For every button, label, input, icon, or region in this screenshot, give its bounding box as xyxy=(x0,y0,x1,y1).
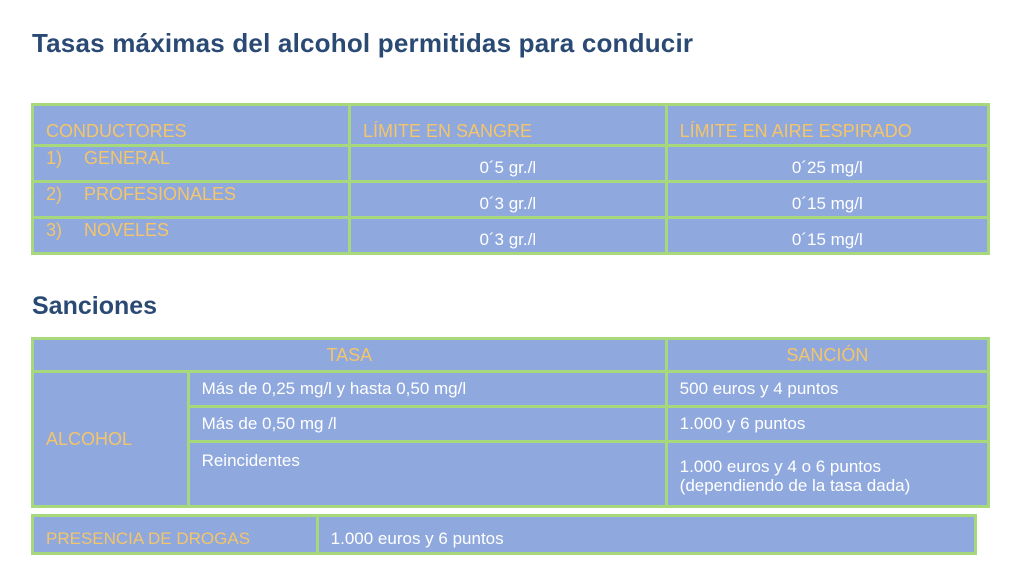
breath-limit-value: 0´25 mg/l xyxy=(664,144,991,183)
driver-type-cell: 3) NOVELES xyxy=(31,216,351,255)
table-row: 3) NOVELES 0´3 gr./l 0´15 mg/l xyxy=(31,216,991,255)
sanction-line: 1.000 euros y 4 o 6 puntos xyxy=(679,457,881,476)
page-title: Tasas máximas del alcohol permitidas par… xyxy=(32,28,694,58)
header-limite-sangre: LÍMITE EN SANGRE xyxy=(347,103,668,147)
sanctions-header-row: TASA SANCIÓN xyxy=(31,337,991,373)
row-number: 3) xyxy=(46,220,63,240)
rate-cell: Más de 0,50 mg /l xyxy=(186,405,668,443)
alcohol-limits-table: CONDUCTORES LÍMITE EN SANGRE LÍMITE EN A… xyxy=(31,103,991,255)
sanction-cell: 500 euros y 4 puntos xyxy=(664,370,991,408)
table-row: 2) PROFESIONALES 0´3 gr./l 0´15 mg/l xyxy=(31,180,991,219)
row-number: 2) xyxy=(46,184,63,204)
section-title-sanciones: Sanciones xyxy=(32,292,158,320)
table-row: ALCOHOL Más de 0,25 mg/l y hasta 0,50 mg… xyxy=(31,370,991,508)
alcohol-group-label: ALCOHOL xyxy=(31,370,190,508)
driver-type-label: NOVELES xyxy=(84,220,170,240)
header-limite-aire: LÍMITE EN AIRE ESPIRADO xyxy=(664,103,991,147)
driver-type-label: PROFESIONALES xyxy=(84,184,237,204)
rate-cell: Reincidentes xyxy=(186,440,668,508)
rate-cell: Más de 0,25 mg/l y hasta 0,50 mg/l xyxy=(186,370,668,408)
drugs-label: PRESENCIA DE DROGAS xyxy=(31,514,319,555)
drugs-table: PRESENCIA DE DROGAS 1.000 euros y 6 punt… xyxy=(31,514,978,555)
driver-type-label: GENERAL xyxy=(84,148,171,168)
driver-type-cell: 1) GENERAL xyxy=(31,144,351,183)
breath-limit-value: 0´15 mg/l xyxy=(664,216,991,255)
breath-limit-value: 0´15 mg/l xyxy=(664,180,991,219)
header-tasa: TASA xyxy=(31,337,668,373)
table-row: PRESENCIA DE DROGAS 1.000 euros y 6 punt… xyxy=(31,514,978,555)
blood-limit-value: 0´3 gr./l xyxy=(347,216,668,255)
driver-type-cell: 2) PROFESIONALES xyxy=(31,180,351,219)
sanction-line: (dependiendo de la tasa dada) xyxy=(679,476,911,495)
sanction-cell: 1.000 y 6 puntos xyxy=(664,405,991,443)
blood-limit-value: 0´5 gr./l xyxy=(347,144,668,183)
table-row: Más de 0,50 mg /l 1.000 y 6 puntos xyxy=(33,405,991,443)
table-row: Reincidentes 1.000 euros y 4 o 6 puntos … xyxy=(33,440,991,508)
drugs-sanction: 1.000 euros y 6 puntos xyxy=(315,514,978,555)
sanctions-table: TASA SANCIÓN ALCOHOL Más de 0,25 mg/l y … xyxy=(31,337,991,508)
table-row: 1) GENERAL 0´5 gr./l 0´25 mg/l xyxy=(31,144,991,183)
limits-header-row: CONDUCTORES LÍMITE EN SANGRE LÍMITE EN A… xyxy=(31,103,991,147)
sanction-cell: 1.000 euros y 4 o 6 puntos (dependiendo … xyxy=(664,440,991,508)
row-number: 1) xyxy=(46,148,63,168)
blood-limit-value: 0´3 gr./l xyxy=(347,180,668,219)
header-sancion: SANCIÓN xyxy=(664,337,991,373)
header-conductores: CONDUCTORES xyxy=(31,103,351,147)
